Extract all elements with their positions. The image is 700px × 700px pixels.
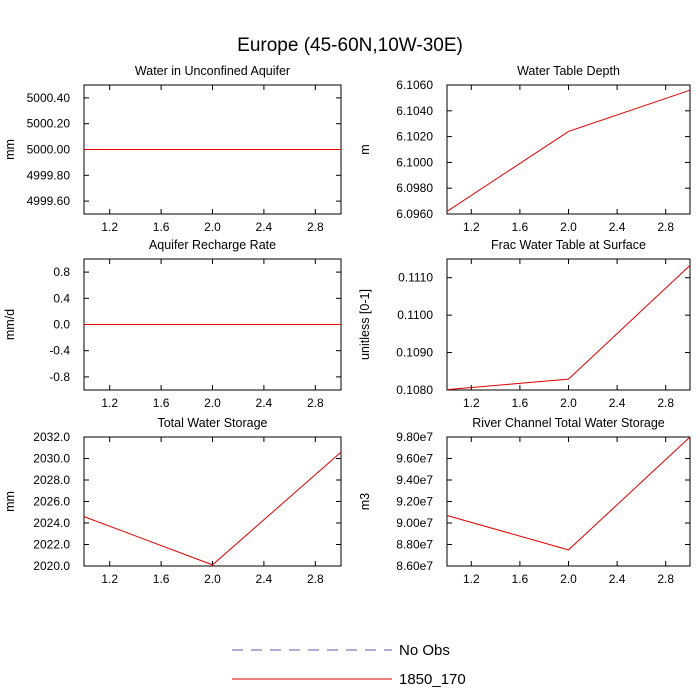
plot-frame — [446, 436, 691, 567]
panel-title: Water Table Depth — [517, 64, 620, 78]
x-tick-label: 2.8 — [307, 572, 324, 586]
figure-title: Europe (45-60N,10W-30E) — [237, 35, 463, 56]
x-tick-label: 1.2 — [463, 220, 480, 234]
y-tick-label: 2032.0 — [33, 430, 70, 444]
x-tick-label: 1.2 — [463, 572, 480, 586]
x-tick-label: 1.2 — [101, 220, 118, 234]
y-tick-label: 9.40e7 — [396, 473, 433, 487]
chart-panel-4: Frac Water Table at Surface 1.2 1.6 2.0 2.4 2… — [358, 238, 691, 410]
y-tick-label: 0.1080 — [396, 383, 433, 397]
y-axis-label: m — [358, 144, 372, 154]
y-tick-label: 9.20e7 — [396, 495, 433, 509]
panel-title: Frac Water Table at Surface — [491, 238, 646, 252]
panel-title: Water in Unconfined Aquifer — [135, 64, 290, 78]
y-tick-label: 8.60e7 — [396, 559, 433, 573]
chart-panel-2: Water Table Depth 1.2 1.6 2.0 2.4 2.8 6.0960 6.… — [358, 64, 691, 234]
y-tick-label: 6.1000 — [396, 155, 433, 169]
x-tick-label: 2.4 — [609, 572, 626, 586]
x-tick-label: 1.2 — [101, 396, 118, 410]
x-tick-label: 2.8 — [657, 572, 674, 586]
y-tick-label: 6.1060 — [396, 78, 433, 92]
x-tick-label: 1.6 — [512, 396, 529, 410]
y-tick-label: 6.1020 — [396, 130, 433, 144]
y-tick-label: 6.1040 — [396, 104, 433, 118]
y-axis-label: m3 — [358, 493, 372, 510]
y-tick-label: 6.0960 — [396, 207, 433, 221]
y-axis-label: mm — [3, 491, 17, 512]
plot-frame — [83, 436, 342, 567]
y-tick-label: 9.60e7 — [396, 452, 433, 466]
x-tick-label: 2.8 — [307, 396, 324, 410]
x-tick-label: 1.6 — [512, 572, 529, 586]
x-tick-label: 1.6 — [153, 220, 170, 234]
y-tick-label: 0.1110 — [398, 271, 433, 285]
x-tick-label: 2.8 — [307, 220, 324, 234]
legend: No Obs 1850_170 — [232, 642, 466, 688]
legend-label-1850-170: 1850_170 — [399, 671, 466, 688]
y-tick-label: 2020.0 — [33, 559, 70, 573]
x-tick-label: 2.0 — [560, 220, 577, 234]
y-tick-label: 0.1100 — [397, 308, 433, 322]
y-tick-label: 2030.0 — [33, 452, 70, 466]
chart-panel-3: Aquifer Recharge Rate 1.2 1.6 2.0 2.4 2.8 -0.8… — [3, 238, 342, 410]
x-tick-label: 2.0 — [204, 572, 221, 586]
x-tick-label: 2.4 — [256, 572, 273, 586]
y-tick-label: 0.8 — [53, 265, 70, 279]
x-tick-label: 2.0 — [560, 396, 577, 410]
panel-title: Total Water Storage — [157, 416, 267, 430]
y-tick-label: 5000.00 — [27, 143, 71, 157]
y-tick-label: 2024.0 — [33, 516, 70, 530]
x-tick-label: 2.0 — [560, 572, 577, 586]
y-tick-label: 4999.80 — [27, 168, 71, 182]
x-tick-label: 2.8 — [657, 396, 674, 410]
x-tick-label: 2.4 — [256, 220, 273, 234]
y-tick-label: 0.0 — [53, 318, 70, 332]
panel-title: River Channel Total Water Storage — [472, 416, 665, 430]
series-line-1850-170 — [83, 451, 342, 566]
y-tick-label: 5000.40 — [27, 91, 71, 105]
y-tick-label: 9.80e7 — [396, 430, 433, 444]
chart-panel-5: Total Water Storage 1.2 1.6 2.0 2.4 2.8 2020.0… — [3, 416, 342, 586]
y-tick-label: 2028.0 — [33, 473, 70, 487]
chart-panels: Water in Unconfined Aquifer 1.2 1.6 2.0 2.4 2… — [3, 64, 691, 586]
chart-panel-1: Water in Unconfined Aquifer 1.2 1.6 2.0 2.4 2… — [3, 64, 342, 234]
x-tick-label: 1.6 — [153, 396, 170, 410]
x-tick-label: 2.0 — [204, 396, 221, 410]
series-line-1850-170 — [446, 89, 691, 212]
legend-label-no-obs: No Obs — [399, 642, 450, 659]
series-line-1850-170 — [446, 265, 691, 391]
x-tick-label: 2.0 — [204, 220, 221, 234]
y-tick-label: 8.80e7 — [396, 538, 433, 552]
y-axis-label: mm — [3, 139, 17, 160]
x-tick-label: 2.4 — [256, 396, 273, 410]
x-tick-label: 1.6 — [512, 220, 529, 234]
y-tick-label: 4999.60 — [27, 194, 71, 208]
series-line-1850-170 — [446, 436, 691, 551]
plot-frame — [446, 84, 691, 215]
y-tick-label: -0.4 — [49, 344, 70, 358]
x-tick-label: 2.8 — [657, 220, 674, 234]
chart-panel-6: River Channel Total Water Storage 1.2 1.6 2… — [358, 416, 691, 586]
y-tick-label: 5000.20 — [27, 117, 71, 131]
x-tick-label: 2.4 — [609, 396, 626, 410]
x-tick-label: 1.2 — [101, 572, 118, 586]
y-axis-label: mm/d — [3, 309, 17, 340]
y-axis-label: unitless [0-1] — [358, 289, 372, 360]
y-tick-label: 9.00e7 — [396, 516, 433, 530]
x-tick-label: 2.4 — [609, 220, 626, 234]
x-tick-label: 1.6 — [153, 572, 170, 586]
y-tick-label: 6.0980 — [396, 181, 433, 195]
y-tick-label: 2026.0 — [33, 495, 70, 509]
y-tick-label: 2022.0 — [33, 538, 70, 552]
y-tick-label: 0.4 — [53, 291, 70, 305]
plot-frame — [446, 258, 691, 391]
x-tick-label: 1.2 — [463, 396, 480, 410]
y-tick-label: 0.1090 — [396, 346, 433, 360]
y-tick-label: -0.8 — [49, 370, 70, 384]
panel-title: Aquifer Recharge Rate — [149, 238, 276, 252]
